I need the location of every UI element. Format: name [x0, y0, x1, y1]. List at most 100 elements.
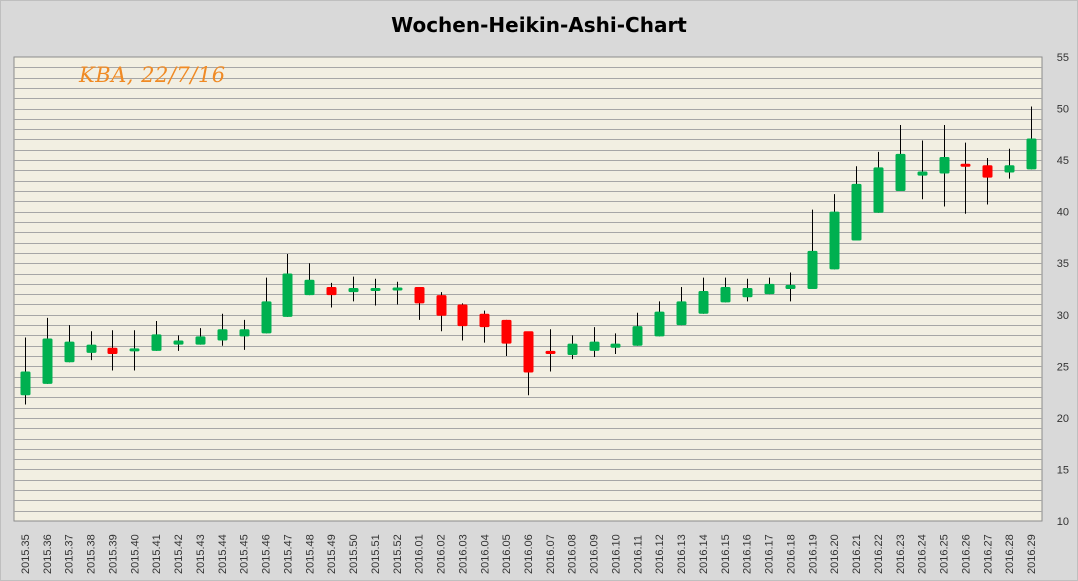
- x-tick-label: 2016.15: [720, 534, 732, 574]
- y-tick-label: 25: [1057, 361, 1069, 373]
- x-tick-label: 2016.28: [1004, 534, 1016, 574]
- grid-lines: [14, 67, 1042, 512]
- candle-body-up: [86, 344, 97, 353]
- candle-body-up: [1004, 165, 1015, 173]
- candle-body-up: [764, 283, 775, 295]
- candle-body-down: [107, 347, 118, 354]
- y-tick-label: 10: [1057, 516, 1069, 528]
- x-tick-label: 2015.46: [261, 534, 273, 574]
- x-tick-label: 2016.19: [807, 534, 819, 574]
- candle-body-up: [173, 340, 184, 345]
- candle-body-up: [304, 279, 315, 296]
- x-tick-label: 2015.43: [195, 534, 207, 574]
- x-tick-label: 2016.13: [676, 534, 688, 574]
- y-tick-label: 15: [1057, 464, 1069, 476]
- candle-body-up: [20, 371, 31, 396]
- candle-bodies: [20, 138, 1037, 396]
- x-tick-label: 2016.01: [414, 534, 426, 574]
- candle-body-up: [1026, 138, 1037, 170]
- candle-body-up: [917, 171, 928, 176]
- x-tick-label: 2016.04: [479, 534, 491, 574]
- x-tick-label: 2016.22: [873, 534, 885, 574]
- candle-body-up: [151, 334, 162, 351]
- x-tick-label: 2016.17: [764, 534, 776, 574]
- candle-body-up: [807, 250, 818, 289]
- x-tick-label: 2015.41: [151, 534, 163, 574]
- candle-body-up: [610, 343, 621, 348]
- candle-body-up: [392, 287, 403, 291]
- y-tick-label: 35: [1057, 258, 1069, 270]
- candle-body-up: [64, 341, 75, 363]
- x-tick-label: 2016.12: [654, 534, 666, 574]
- x-tick-label: 2015.40: [129, 534, 141, 574]
- candle-body-up: [348, 287, 359, 293]
- y-tick-label: 55: [1057, 52, 1069, 64]
- y-tick-label: 20: [1057, 413, 1069, 425]
- candle-body-down: [436, 295, 447, 316]
- x-tick-label: 2015.45: [239, 534, 251, 574]
- x-tick-label: 2016.25: [939, 534, 951, 574]
- candle-body-up: [567, 343, 578, 355]
- candle-body-up: [873, 167, 884, 213]
- x-tick-label: 2015.42: [173, 534, 185, 574]
- candle-body-up: [676, 301, 687, 326]
- x-tick-label: 2016.24: [917, 534, 929, 574]
- candle-body-up: [239, 329, 250, 337]
- y-axis-ticks: 10 15 20 25 30 35 40 45 50 55: [1057, 52, 1069, 528]
- candle-body-down: [523, 331, 534, 373]
- x-tick-label: 2016.03: [457, 534, 469, 574]
- candle-body-up: [217, 329, 228, 341]
- candle-body-down: [479, 313, 490, 328]
- candle-body-down: [457, 304, 468, 327]
- x-tick-label: 2015.36: [42, 534, 54, 574]
- x-tick-label: 2016.14: [698, 534, 710, 574]
- x-tick-label: 2015.39: [107, 534, 119, 574]
- x-tick-label: 2016.29: [1026, 534, 1038, 574]
- x-tick-label: 2016.21: [851, 534, 863, 574]
- candle-body-up: [632, 326, 643, 346]
- candle-body-up: [829, 211, 840, 270]
- x-tick-label: 2015.49: [326, 534, 338, 574]
- x-tick-label: 2016.09: [589, 534, 601, 574]
- candle-body-up: [720, 286, 731, 303]
- candle-body-up: [654, 311, 665, 337]
- candle-body-down: [414, 286, 425, 304]
- x-tick-label: 2016.02: [436, 534, 448, 574]
- x-tick-label: 2015.47: [282, 534, 294, 574]
- candle-body-up: [698, 291, 709, 314]
- x-tick-label: 2016.11: [632, 535, 644, 574]
- y-tick-label: 30: [1057, 310, 1069, 322]
- candle-body-up: [939, 157, 950, 174]
- x-tick-label: 2015.44: [217, 534, 229, 574]
- y-tick-label: 40: [1057, 207, 1069, 219]
- x-tick-label: 2016.23: [895, 534, 907, 574]
- x-tick-label: 2016.16: [742, 534, 754, 574]
- candle-body-up: [282, 273, 293, 317]
- candle-body-up: [129, 348, 140, 352]
- x-tick-label: 2015.38: [86, 534, 98, 574]
- x-tick-label: 2015.35: [20, 534, 32, 574]
- x-tick-label: 2016.18: [785, 534, 797, 574]
- x-tick-label: 2016.08: [567, 534, 579, 574]
- x-tick-label: 2015.51: [370, 534, 382, 574]
- candle-body-down: [960, 163, 971, 167]
- x-tick-label: 2016.10: [610, 534, 622, 574]
- x-tick-label: 2016.07: [545, 534, 557, 574]
- candle-body-down: [545, 350, 556, 354]
- candle-body-up: [895, 153, 906, 192]
- x-tick-label: 2016.27: [982, 534, 994, 574]
- candle-body-up: [261, 301, 272, 334]
- y-tick-label: 45: [1057, 155, 1069, 167]
- x-tick-label: 2016.05: [501, 534, 513, 574]
- x-tick-label: 2016.06: [523, 534, 535, 574]
- candle-body-down: [501, 319, 512, 344]
- x-tick-label: 2016.26: [960, 534, 972, 574]
- x-tick-label: 2015.50: [348, 534, 360, 574]
- candle-body-up: [42, 338, 53, 384]
- x-tick-label: 2015.37: [64, 534, 76, 574]
- plot-area: [13, 56, 1043, 522]
- candle-body-up: [742, 287, 753, 298]
- chart-annotation: KBA, 22/7/16: [79, 63, 226, 87]
